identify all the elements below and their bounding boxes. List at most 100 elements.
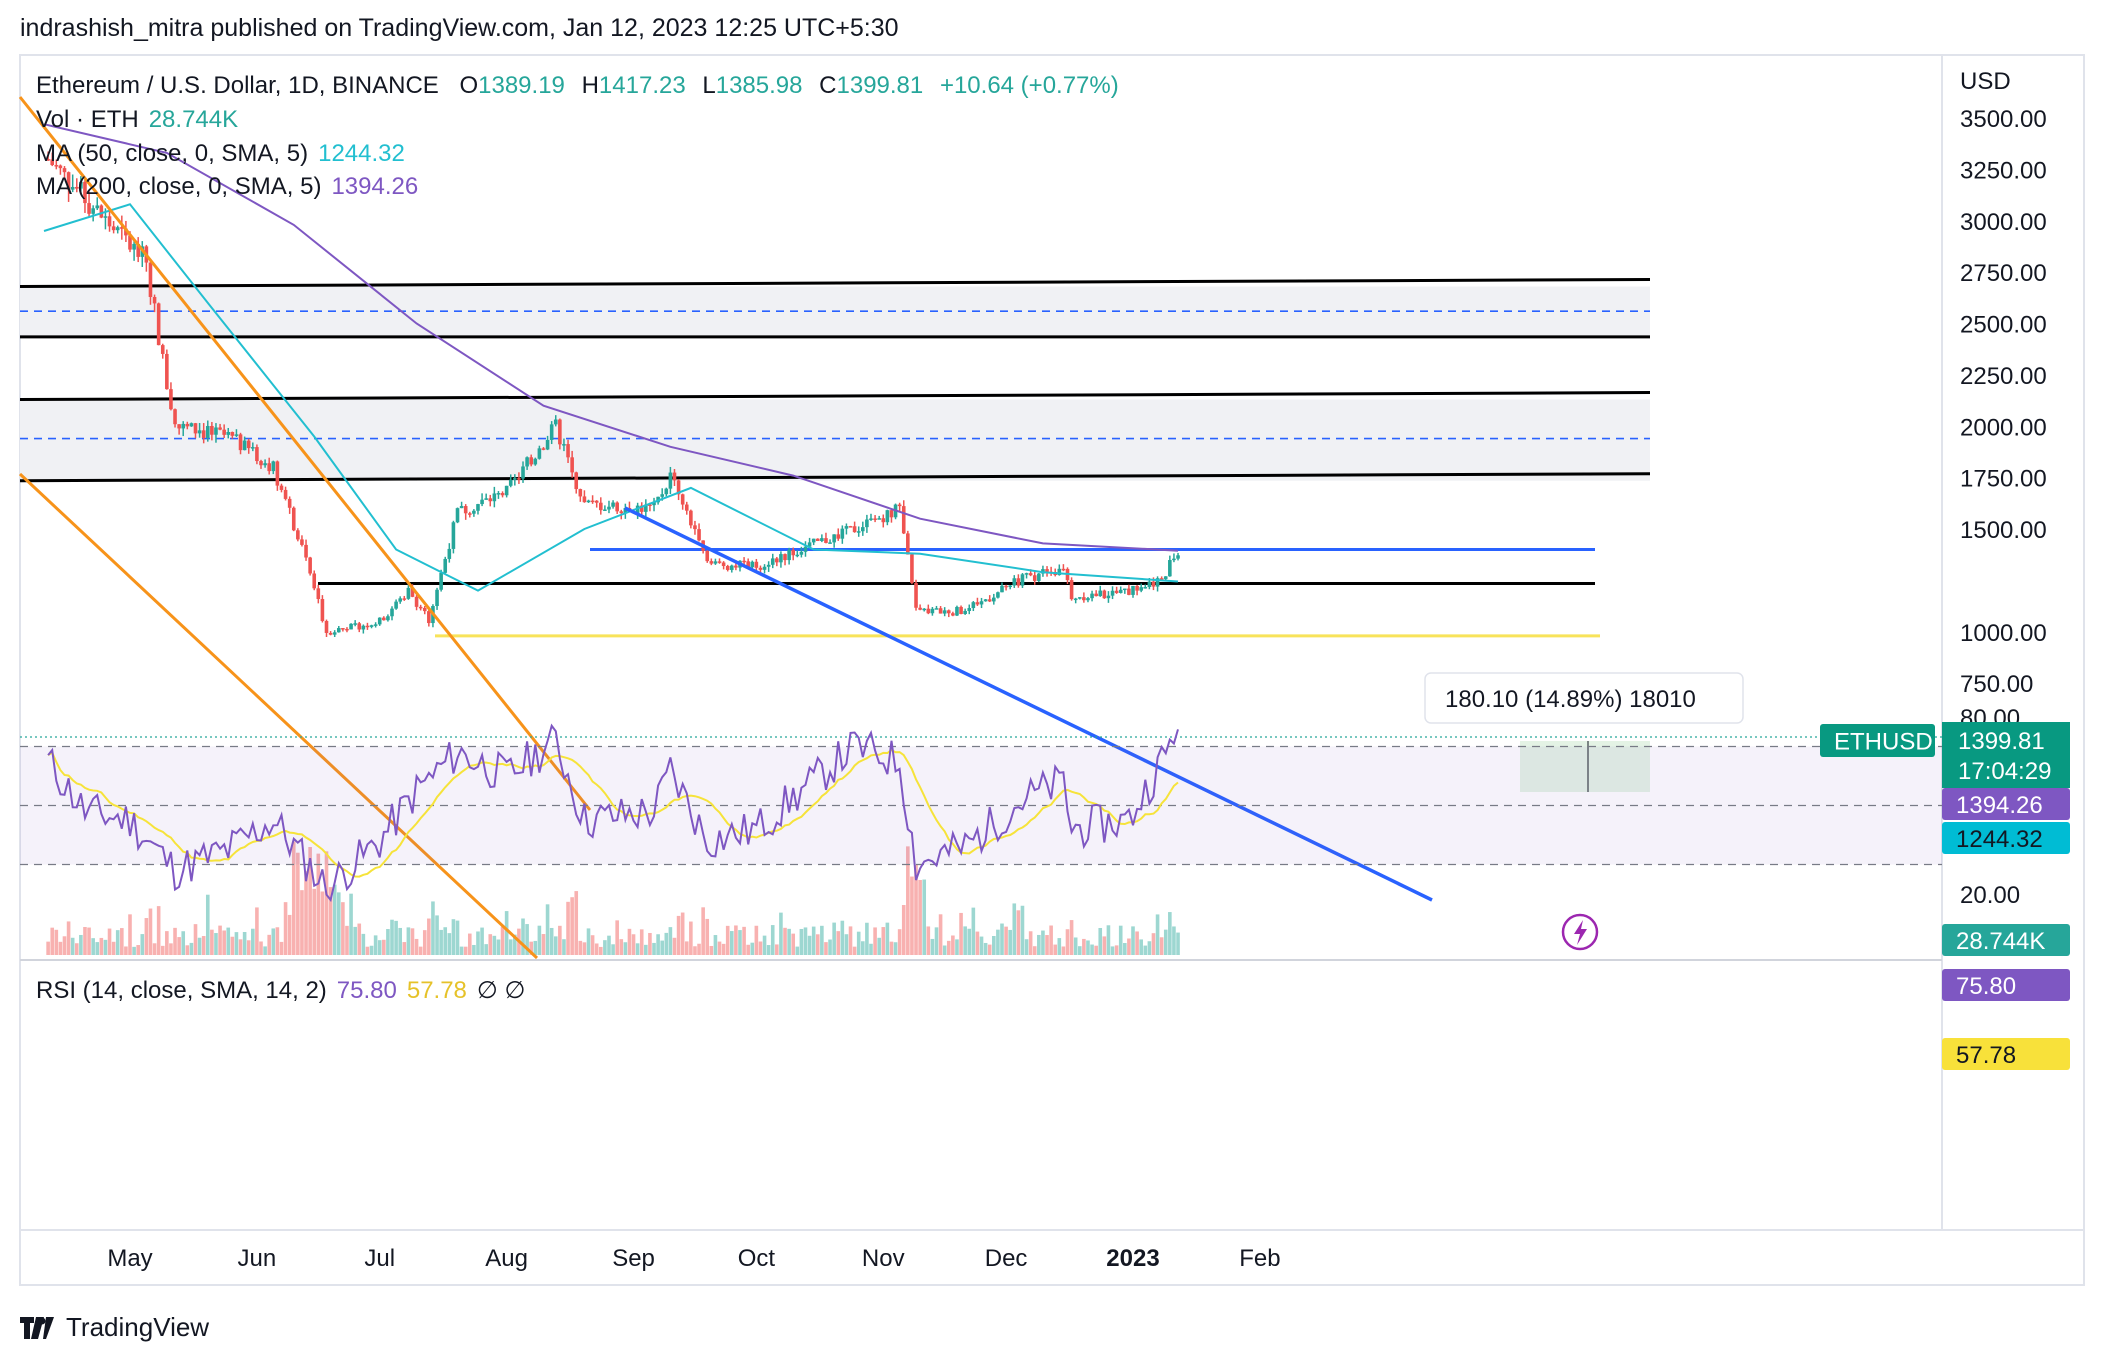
- volume-bar: [648, 932, 652, 955]
- candle-body: [476, 504, 480, 511]
- candle: [824, 532, 828, 544]
- candle: [62, 166, 67, 180]
- volume-bar: [1041, 930, 1045, 955]
- candle-body: [1172, 558, 1176, 561]
- candle-body: [1151, 581, 1156, 587]
- candle: [316, 584, 321, 604]
- candle: [345, 627, 349, 633]
- candle: [775, 556, 779, 567]
- volume-label: Vol · ETH: [36, 106, 139, 133]
- volume-bar: [603, 940, 607, 955]
- time-tick: Dec: [985, 1245, 1028, 1272]
- volume-bar: [169, 943, 173, 955]
- candle: [1049, 566, 1053, 576]
- candle: [848, 525, 853, 528]
- candle: [644, 499, 648, 517]
- volume-bar: [746, 944, 750, 955]
- volume-bar: [341, 902, 345, 955]
- rsi-ma-badge-bg: [1942, 1038, 2070, 1070]
- price-badge: 1399.81 17:04:29: [1942, 722, 2070, 788]
- volume-bar: [1004, 926, 1008, 955]
- candle: [480, 493, 484, 507]
- volume-bar: [1061, 946, 1066, 955]
- price-badge-countdown: 17:04:29: [1958, 758, 2051, 785]
- candle-body: [951, 613, 955, 616]
- rsi-badge: 75.80: [1942, 969, 2070, 1001]
- candle-body: [1004, 585, 1008, 588]
- ma200-badge-text: 1394.26: [1956, 792, 2043, 819]
- candle-body: [508, 479, 513, 486]
- rsi-pane: [20, 723, 1942, 903]
- volume-bar: [435, 915, 439, 955]
- candle-body: [574, 472, 579, 490]
- volume-bar: [316, 853, 321, 955]
- volume-bar: [365, 946, 370, 955]
- volume-bar: [210, 929, 214, 955]
- ma200-badge-bg: [1942, 788, 2070, 820]
- candle: [586, 499, 591, 503]
- ma50-line: [43, 203, 1179, 592]
- candle: [680, 493, 685, 510]
- price-chart[interactable]: 180.10 (14.89%) 18010 3500.00 3250.00 3000…: [0, 0, 2106, 1300]
- volume-bar: [79, 934, 83, 955]
- footer-brand[interactable]: TradingView: [20, 1312, 209, 1343]
- volume-bar: [783, 927, 787, 955]
- candle-body: [979, 601, 984, 605]
- candle-body: [930, 608, 935, 614]
- volume-bar: [590, 935, 595, 955]
- candle-body: [439, 572, 443, 590]
- volume-bar: [185, 945, 190, 955]
- candle-body: [246, 440, 251, 449]
- candle: [881, 514, 886, 528]
- alert-bolt-icon: [1561, 913, 1599, 951]
- volume-bar: [992, 936, 996, 955]
- candle-body: [660, 494, 665, 497]
- candle: [721, 561, 726, 570]
- candle-body: [803, 546, 808, 552]
- volume-bar: [140, 934, 145, 955]
- rsi-value: 75.80: [336, 977, 397, 1004]
- volume-bar: [271, 928, 276, 955]
- ohlc-low: 1385.98: [715, 72, 803, 99]
- candle: [869, 513, 873, 521]
- volume-bar: [66, 921, 71, 955]
- candle-body: [996, 592, 1000, 598]
- candle-body: [1032, 575, 1037, 581]
- price-tick: 1000.00: [1960, 620, 2047, 647]
- candle: [795, 550, 800, 558]
- volume-bar: [1127, 938, 1131, 955]
- volume-bar: [50, 927, 55, 955]
- candle: [140, 241, 145, 268]
- candle-body: [615, 502, 619, 512]
- candle: [210, 421, 214, 441]
- candle: [304, 539, 308, 561]
- candle-body: [758, 567, 763, 570]
- candle: [930, 606, 935, 616]
- volume-bar: [492, 935, 497, 955]
- candle: [447, 543, 452, 563]
- candle-body: [173, 409, 177, 425]
- volume-bar: [955, 939, 959, 955]
- chart-border: [19, 54, 2085, 1286]
- candle-body: [942, 610, 947, 614]
- volume-bar: [484, 944, 488, 955]
- candle-body: [87, 203, 91, 214]
- candle-body: [132, 243, 136, 250]
- candle: [291, 506, 296, 532]
- volume-bar: [201, 936, 206, 955]
- volume-bar: [967, 928, 972, 955]
- candle-body: [734, 565, 738, 568]
- candle-body: [406, 587, 411, 599]
- price-tick: 2000.00: [1960, 414, 2047, 441]
- candle-body: [1094, 593, 1098, 597]
- volume-bar: [996, 929, 1000, 955]
- candle: [111, 221, 116, 234]
- candle: [1114, 586, 1119, 594]
- candle: [259, 459, 263, 469]
- candle: [496, 491, 501, 499]
- volume-bar: [611, 944, 615, 955]
- candle: [975, 597, 980, 606]
- candle: [267, 457, 271, 475]
- orange-channel-upper: [18, 96, 592, 811]
- candle-body: [1073, 598, 1078, 601]
